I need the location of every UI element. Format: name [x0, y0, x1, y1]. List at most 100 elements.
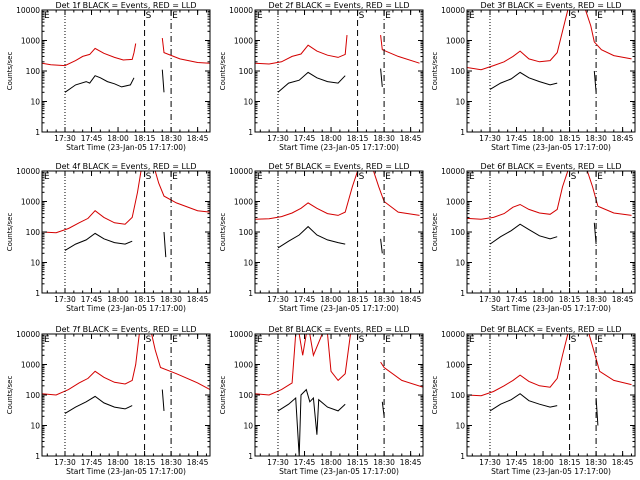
lld-series-line	[255, 334, 423, 396]
marker-label: S	[359, 335, 365, 345]
marker-label: S	[359, 172, 365, 182]
marker-label: E	[597, 172, 603, 182]
x-tick-label: 18:45	[400, 458, 422, 467]
lld-series-line	[42, 334, 210, 396]
panel-title: Det 3f BLACK = Events, RED = LLD	[480, 1, 621, 10]
x-tick-label: 17:30	[54, 134, 76, 143]
y-tick-label: 1000	[234, 198, 253, 207]
y-tick-label: 10	[243, 98, 253, 107]
x-tick-label: 18:15	[347, 458, 369, 467]
x-tick-label: 17:45	[81, 134, 103, 143]
events-series-line	[64, 231, 167, 258]
x-tick-label: 18:45	[400, 295, 422, 304]
y-axis-label: Counts/sec	[6, 213, 14, 252]
y-axis-label: Counts/sec	[6, 52, 14, 91]
marker-label: E	[257, 11, 263, 21]
y-tick-label: 100	[239, 391, 254, 400]
y-tick-label: 10000	[441, 330, 465, 339]
plot-frame	[41, 333, 211, 457]
x-tick-label: 18:30	[585, 295, 607, 304]
panel-title: Det 8f BLACK = Events, RED = LLD	[268, 325, 409, 334]
y-axis-label: Counts/sec	[431, 52, 439, 91]
y-tick-label: 1000	[21, 198, 40, 207]
plot-frame	[41, 9, 211, 133]
y-tick-label: 100	[26, 228, 41, 237]
x-tick-label: 18:00	[320, 134, 342, 143]
x-tick-label: 17:30	[267, 134, 289, 143]
plot-frame	[254, 170, 424, 294]
y-axis-label: Counts/sec	[431, 376, 439, 415]
y-tick-label: 1	[460, 289, 465, 298]
x-tick-label: 18:15	[134, 458, 156, 467]
y-tick-label: 100	[26, 391, 41, 400]
y-tick-label: 10000	[16, 330, 40, 339]
panel-title: Det 9f BLACK = Events, RED = LLD	[480, 325, 621, 334]
y-axis-label: Counts/sec	[219, 52, 227, 91]
y-tick-label: 100	[451, 228, 466, 237]
x-tick-label: 18:45	[612, 458, 634, 467]
y-tick-label: 10	[455, 98, 465, 107]
x-tick-label: 17:30	[479, 295, 501, 304]
lld-series-line	[467, 171, 632, 220]
marker-label: S	[571, 172, 577, 182]
x-tick-label: 18:00	[107, 134, 129, 143]
x-tick-label: 17:30	[479, 134, 501, 143]
x-tick-label: 18:00	[532, 134, 554, 143]
y-tick-label: 100	[26, 67, 41, 76]
marker-label: E	[44, 335, 50, 345]
y-tick-label: 10000	[229, 6, 253, 15]
plot-frame	[254, 9, 424, 133]
panel-title: Det 4f BLACK = Events, RED = LLD	[55, 162, 196, 171]
x-tick-label: 17:45	[81, 295, 103, 304]
x-tick-label: 17:45	[506, 458, 528, 467]
x-tick-label: 18:00	[532, 295, 554, 304]
y-tick-label: 1	[460, 128, 465, 137]
events-series-line	[277, 388, 385, 456]
events-series-line	[277, 225, 383, 254]
x-tick-label: 18:15	[559, 134, 581, 143]
y-axis-label: Counts/sec	[219, 213, 227, 252]
events-series-line	[489, 393, 599, 426]
y-tick-label: 10000	[16, 167, 40, 176]
y-tick-label: 1	[248, 128, 253, 137]
marker-label: E	[385, 335, 391, 345]
y-tick-label: 1	[248, 452, 253, 461]
events-series-line	[64, 389, 165, 414]
marker-label: E	[257, 335, 263, 345]
lld-series-line	[42, 38, 210, 67]
events-series-line	[489, 222, 597, 245]
x-tick-label: 18:15	[134, 134, 156, 143]
y-tick-label: 10	[243, 259, 253, 268]
x-tick-label: 17:30	[54, 458, 76, 467]
marker-label: E	[172, 335, 178, 345]
y-tick-label: 1000	[446, 198, 465, 207]
x-axis-label: Start Time (23-Jan-05 17:17:00)	[66, 467, 186, 476]
y-tick-label: 10	[30, 259, 40, 268]
x-tick-label: 18:00	[532, 458, 554, 467]
x-axis-label: Start Time (23-Jan-05 17:17:00)	[66, 143, 186, 152]
x-tick-label: 18:00	[107, 295, 129, 304]
x-tick-label: 18:15	[559, 295, 581, 304]
x-tick-label: 18:30	[373, 458, 395, 467]
lld-series-line	[255, 35, 420, 65]
marker-label: S	[571, 335, 577, 345]
y-tick-label: 100	[239, 228, 254, 237]
x-tick-label: 18:30	[585, 134, 607, 143]
marker-label: E	[172, 11, 178, 21]
x-tick-label: 18:45	[187, 134, 209, 143]
x-axis-label: Start Time (23-Jan-05 17:17:00)	[491, 304, 611, 313]
x-tick-label: 18:30	[373, 134, 395, 143]
x-tick-label: 18:45	[187, 458, 209, 467]
x-tick-label: 17:45	[81, 458, 103, 467]
y-tick-label: 1000	[21, 361, 40, 370]
marker-label: E	[44, 11, 50, 21]
x-axis-label: Start Time (23-Jan-05 17:17:00)	[491, 143, 611, 152]
y-tick-label: 1000	[21, 37, 40, 46]
